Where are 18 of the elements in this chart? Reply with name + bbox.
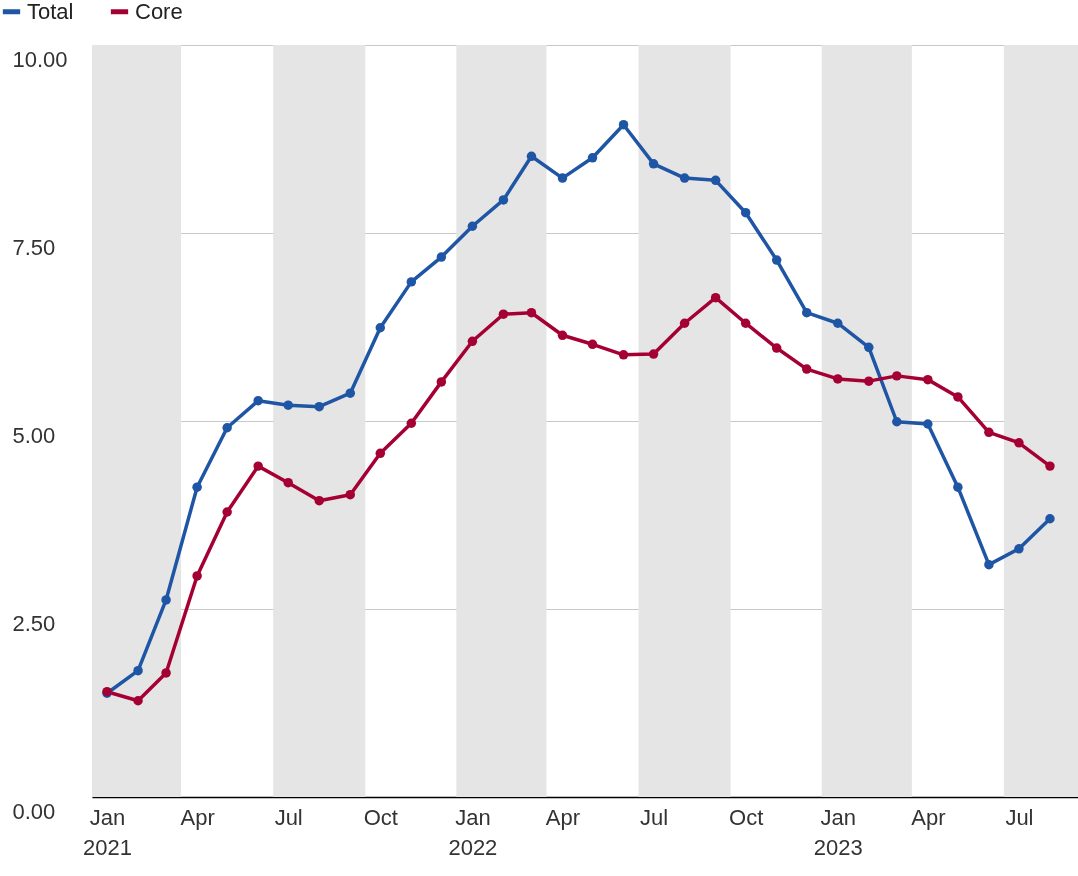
x-tick-label: Jan 2023 <box>813 804 863 860</box>
x-tick-label: Jul <box>274 804 303 830</box>
x-tick-label: Apr <box>180 804 215 830</box>
x-tick-label: Apr <box>545 804 581 830</box>
x-tick-label: Jan 2021 <box>83 804 132 860</box>
x-tick-label: Jul <box>1005 804 1034 830</box>
y-tick-label: 7.50 <box>12 234 56 260</box>
y-tick-label: 2.50 <box>12 610 56 636</box>
x-tick-label: Oct <box>729 804 764 830</box>
x-tick-label: Jan 2022 <box>448 804 498 860</box>
x-tick-label: Apr <box>911 804 946 830</box>
x-tick-label: Oct <box>363 804 398 830</box>
y-tick-label: 0.00 <box>12 798 56 824</box>
y-tick-label: 10.00 <box>12 46 68 72</box>
y-tick-label: 5.00 <box>12 422 56 448</box>
legend-label: Total <box>27 0 74 24</box>
x-tick-label: Jul <box>640 804 669 830</box>
legend-label: Core <box>135 0 183 24</box>
